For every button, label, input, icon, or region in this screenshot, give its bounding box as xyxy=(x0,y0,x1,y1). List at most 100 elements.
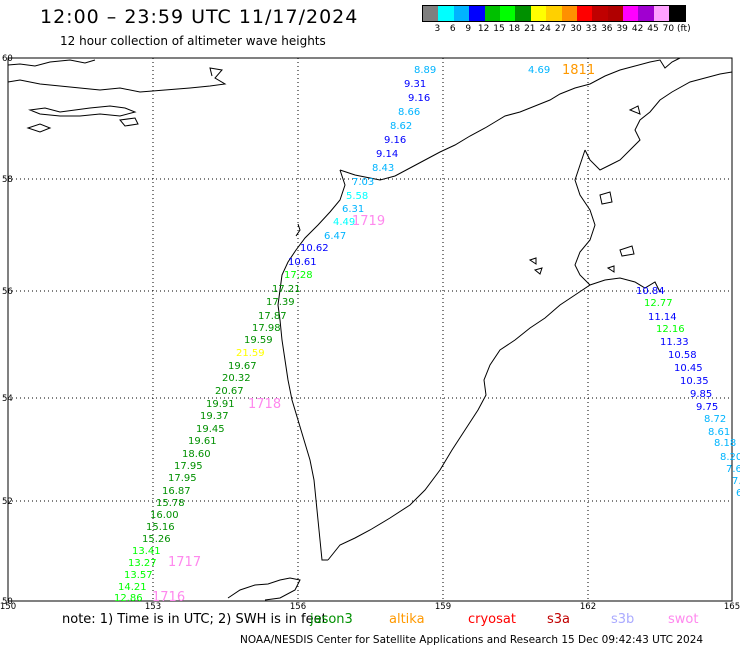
satellite-legend-item: swot xyxy=(668,612,699,627)
wave-height-value: 15.26 xyxy=(142,534,171,545)
coastline-segment xyxy=(277,169,346,561)
satellite-legend-item: s3a xyxy=(547,612,571,627)
colorbar-swatches xyxy=(422,5,686,22)
wave-height-value: 10.61 xyxy=(288,257,317,268)
colorbar-label: 21 xyxy=(524,24,536,34)
colorbar-label: (ft) xyxy=(677,24,691,34)
wave-height-value: 12.86 xyxy=(114,593,143,604)
colorbar-swatch xyxy=(499,6,516,21)
wave-height-value: 8.61 xyxy=(708,427,730,438)
colorbar-swatch xyxy=(576,6,593,21)
colorbar-swatch xyxy=(607,6,624,21)
credit-line: NOAA/NESDIS Center for Satellite Applica… xyxy=(240,634,704,646)
lon-tick-label: 156 xyxy=(290,602,306,612)
colorbar-swatch xyxy=(530,6,547,21)
colorbar-swatch xyxy=(438,6,454,21)
colorbar-label: 45 xyxy=(647,24,659,34)
wave-height-value: 10.35 xyxy=(680,376,709,387)
coastline-segment xyxy=(26,123,52,133)
lat-tick-label: 56 xyxy=(2,287,13,297)
wave-height-value: 9.16 xyxy=(408,93,430,104)
coastline-segment xyxy=(528,257,537,265)
wave-height-value: 17.39 xyxy=(266,297,295,308)
coastline-segment xyxy=(533,267,543,275)
wave-height-value: 17.95 xyxy=(168,473,197,484)
wave-height-value: 20.67 xyxy=(215,386,244,397)
coastline-segment xyxy=(7,67,227,93)
colorbar-label: 6 xyxy=(449,24,456,34)
wave-height-value: 4.49 xyxy=(333,217,355,228)
wave-height-value: 17.21 xyxy=(272,284,301,295)
lon-tick-label: 153 xyxy=(145,602,161,612)
wave-height-value: 6.31 xyxy=(342,204,364,215)
wave-height-value: 6.47 xyxy=(324,231,346,242)
colorbar-swatch xyxy=(561,6,577,21)
coastline-segment xyxy=(119,117,139,127)
wave-height-value: 7.6 xyxy=(726,464,740,475)
colorbar-label: 27 xyxy=(554,24,567,34)
lon-tick-label: 159 xyxy=(435,602,451,612)
wave-height-value: 4.69 xyxy=(528,65,550,76)
wave-height-value: 9.75 xyxy=(696,402,718,413)
wave-height-value: 8.62 xyxy=(390,121,412,132)
wave-height-value: 16.87 xyxy=(162,486,191,497)
wave-height-value: 11.33 xyxy=(660,337,689,348)
wave-height-value: 9.31 xyxy=(404,79,426,90)
track-label: 1719 xyxy=(352,214,385,229)
lon-tick-label: 150 xyxy=(0,602,16,612)
colorbar-label: 24 xyxy=(539,24,551,34)
colorbar-label: 15 xyxy=(493,24,505,34)
colorbar-swatch xyxy=(638,6,654,21)
wave-height-value: 7. xyxy=(732,476,740,487)
wave-height-value: 8.20 xyxy=(720,452,740,463)
lat-tick-label: 52 xyxy=(2,497,13,507)
colorbar-label: 36 xyxy=(601,24,613,34)
wave-height-value: 19.61 xyxy=(188,436,217,447)
colorbar-labels: 3 6 9 12 15 18 21 24 27 30 33 36 39 42 45 70 (ft) xyxy=(422,22,691,34)
colorbar-swatch xyxy=(546,6,562,21)
wave-height-value: 13.27 xyxy=(128,558,157,569)
wave-height-value: 10.58 xyxy=(668,350,697,361)
wave-height-value: 13.57 xyxy=(124,570,153,581)
wave-height-value: 13.41 xyxy=(132,546,161,557)
colorbar-label: 70 xyxy=(662,24,675,34)
wave-height-value: 11.14 xyxy=(648,312,677,323)
colorbar-label: 9 xyxy=(465,24,472,34)
lat-tick-label: 54 xyxy=(2,394,13,404)
colorbar-swatch xyxy=(653,6,670,21)
wave-height-value: 15.78 xyxy=(156,498,185,509)
colorbar-swatch xyxy=(423,6,439,21)
colorbar-label: 39 xyxy=(616,24,628,34)
wave-height-value: 18.60 xyxy=(182,449,211,460)
wave-height-value: 19.59 xyxy=(244,335,273,346)
wave-height-value: 9.14 xyxy=(376,149,398,160)
colorbar-legend: 3 6 9 12 15 18 21 24 27 30 33 36 39 42 45 70 (ft) xyxy=(422,5,691,34)
wave-height-value: 8.66 xyxy=(398,107,420,118)
track-label: 1718 xyxy=(248,397,281,412)
colorbar-swatch xyxy=(515,6,531,21)
wave-height-value: 10.84 xyxy=(636,286,665,297)
wave-height-value: 12.77 xyxy=(644,298,673,309)
wave-height-value: 16.00 xyxy=(150,510,179,521)
wave-height-value: 19.91 xyxy=(206,399,235,410)
lat-tick-label: 58 xyxy=(2,175,13,185)
lon-tick-label: 162 xyxy=(580,602,596,612)
track-label: 1717 xyxy=(168,555,201,570)
satellite-legend-item: cryosat xyxy=(468,612,516,627)
wave-height-value: 19.67 xyxy=(228,361,257,372)
wave-height-value: 21.59 xyxy=(236,348,265,359)
wave-height-value: 6 xyxy=(736,488,740,499)
lat-tick-label: 60 xyxy=(2,54,13,64)
coastline-segment xyxy=(7,59,96,67)
wave-height-value: 17.87 xyxy=(258,311,287,322)
coastline-segment xyxy=(339,57,681,181)
coastline-segment xyxy=(599,191,613,205)
colorbar-swatch xyxy=(453,6,470,21)
coastline-segment xyxy=(606,265,615,273)
wave-height-value: 5.58 xyxy=(346,191,368,202)
map-gridlines xyxy=(8,58,732,601)
wave-height-value: 17.98 xyxy=(252,323,281,334)
coastline-segment xyxy=(327,277,661,561)
